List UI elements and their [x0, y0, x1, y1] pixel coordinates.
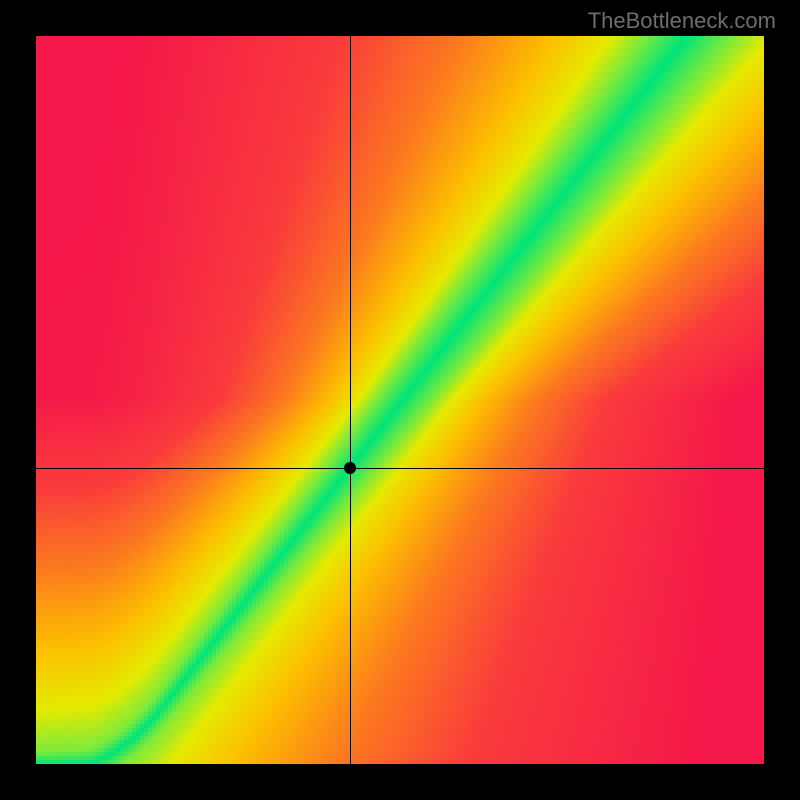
crosshair-horizontal	[36, 468, 764, 469]
crosshair-marker	[344, 462, 356, 474]
plot-area	[36, 36, 764, 764]
heatmap-canvas	[36, 36, 764, 764]
figure-container: TheBottleneck.com	[0, 0, 800, 800]
crosshair-vertical	[350, 36, 351, 764]
watermark-text: TheBottleneck.com	[588, 8, 776, 34]
